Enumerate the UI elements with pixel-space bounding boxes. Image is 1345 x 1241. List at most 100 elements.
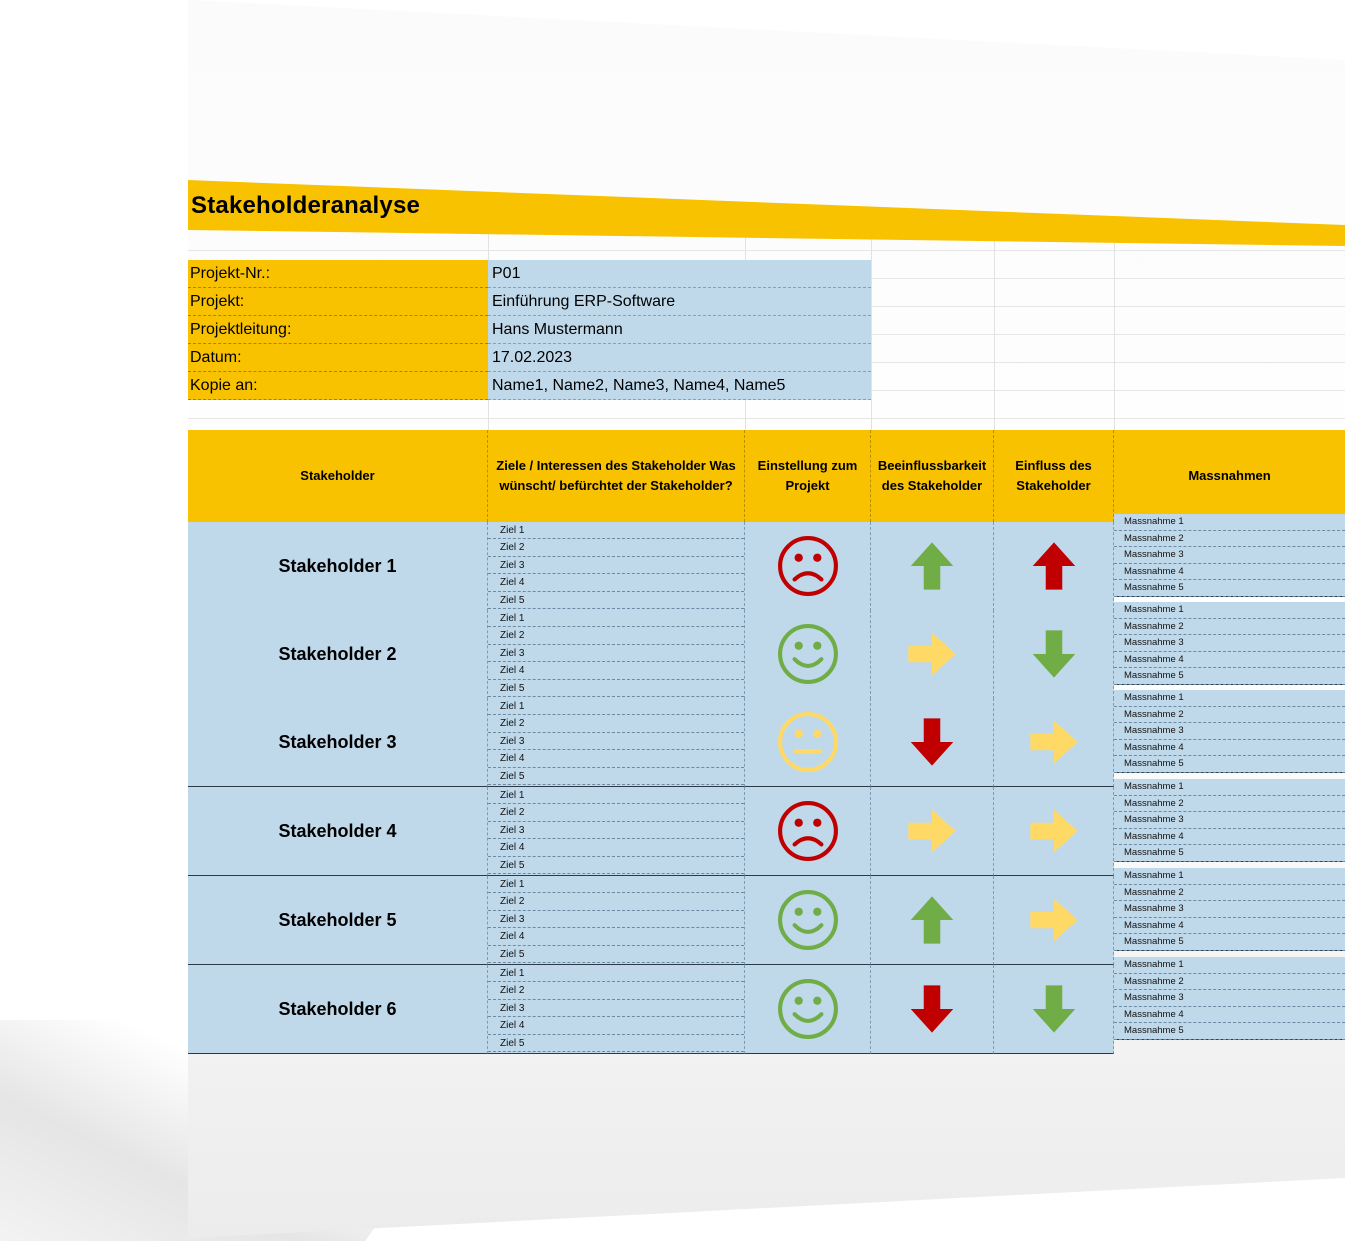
measure-item[interactable]: Massnahme 5 bbox=[1114, 845, 1345, 862]
measure-item[interactable]: Massnahme 3 bbox=[1114, 723, 1345, 740]
stakeholder-name[interactable]: Stakeholder 4 bbox=[188, 787, 488, 876]
goal-item[interactable]: Ziel 1 bbox=[488, 522, 744, 540]
measure-item[interactable]: Massnahme 2 bbox=[1114, 707, 1345, 723]
goals-cell: Ziel 1 Ziel 2 Ziel 3 Ziel 4 Ziel 5 bbox=[488, 965, 745, 1054]
goal-item[interactable]: Ziel 5 bbox=[488, 592, 744, 609]
measure-item[interactable]: Massnahme 1 bbox=[1114, 868, 1345, 885]
stakeholder-name[interactable]: Stakeholder 2 bbox=[188, 610, 488, 699]
goal-item[interactable]: Ziel 1 bbox=[488, 876, 744, 894]
measure-item[interactable]: Massnahme 4 bbox=[1114, 740, 1345, 756]
goal-item[interactable]: Ziel 3 bbox=[488, 1000, 744, 1018]
measures-cell: Massnahme 1 Massnahme 2 Massnahme 3 Massnah… bbox=[1114, 602, 1345, 685]
measure-item[interactable]: Massnahme 5 bbox=[1114, 1023, 1345, 1040]
arrow-up-green-icon bbox=[871, 876, 994, 965]
goal-item[interactable]: Ziel 4 bbox=[488, 1017, 744, 1035]
project-info-value[interactable]: Einführung ERP-Software bbox=[488, 288, 871, 316]
goal-item[interactable]: Ziel 1 bbox=[488, 610, 744, 628]
goal-item[interactable]: Ziel 2 bbox=[488, 627, 744, 645]
arrow-right-yellow-icon bbox=[871, 787, 994, 876]
project-info-label: Kopie an: bbox=[188, 372, 488, 400]
measure-item[interactable]: Massnahme 1 bbox=[1114, 690, 1345, 707]
measure-item[interactable]: Massnahme 4 bbox=[1114, 652, 1345, 668]
goal-item[interactable]: Ziel 3 bbox=[488, 911, 744, 929]
measure-item[interactable]: Massnahme 5 bbox=[1114, 934, 1345, 951]
project-info-row: Datum: 17.02.2023 bbox=[188, 344, 871, 372]
measure-item[interactable]: Massnahme 3 bbox=[1114, 812, 1345, 829]
measure-item[interactable]: Massnahme 5 bbox=[1114, 580, 1345, 597]
goal-item[interactable]: Ziel 5 bbox=[488, 857, 744, 874]
arrow-down-red-icon bbox=[871, 965, 994, 1054]
measures-cell: Massnahme 1 Massnahme 2 Massnahme 3 Massnah… bbox=[1114, 690, 1345, 773]
goal-item[interactable]: Ziel 4 bbox=[488, 928, 744, 946]
measure-item[interactable]: Massnahme 4 bbox=[1114, 918, 1345, 934]
goal-item[interactable]: Ziel 1 bbox=[488, 698, 744, 716]
measure-item[interactable]: Massnahme 3 bbox=[1114, 901, 1345, 918]
measure-item[interactable]: Massnahme 2 bbox=[1114, 796, 1345, 812]
goal-item[interactable]: Ziel 1 bbox=[488, 787, 744, 805]
measure-item[interactable]: Massnahme 2 bbox=[1114, 619, 1345, 635]
stakeholder-name[interactable]: Stakeholder 3 bbox=[188, 698, 488, 787]
measure-item[interactable]: Massnahme 5 bbox=[1114, 668, 1345, 685]
header-influenceability: Beeinflussbarkeit des Stakeholder bbox=[871, 430, 994, 522]
happy-face-icon bbox=[745, 876, 871, 965]
goal-item[interactable]: Ziel 4 bbox=[488, 662, 744, 680]
happy-face-icon bbox=[745, 610, 871, 699]
measure-item[interactable]: Massnahme 1 bbox=[1114, 957, 1345, 974]
goals-cell: Ziel 1 Ziel 2 Ziel 3 Ziel 4 Ziel 5 bbox=[488, 787, 745, 876]
header-goals: Ziele / Interessen des Stakeholder Was w… bbox=[488, 430, 745, 522]
measure-item[interactable]: Massnahme 3 bbox=[1114, 547, 1345, 564]
goal-item[interactable]: Ziel 3 bbox=[488, 557, 744, 575]
measure-item[interactable]: Massnahme 1 bbox=[1114, 514, 1345, 531]
goal-item[interactable]: Ziel 4 bbox=[488, 750, 744, 768]
project-info-value[interactable]: P01 bbox=[488, 260, 871, 288]
measures-cell: Massnahme 1 Massnahme 2 Massnahme 3 Massnah… bbox=[1114, 868, 1345, 951]
measure-item[interactable]: Massnahme 3 bbox=[1114, 990, 1345, 1007]
header-measures: Massnahmen bbox=[1114, 430, 1345, 522]
measure-item[interactable]: Massnahme 4 bbox=[1114, 1007, 1345, 1023]
project-info-value[interactable]: Name1, Name2, Name3, Name4, Name5 bbox=[488, 372, 871, 400]
arrow-right-yellow-icon bbox=[994, 787, 1114, 876]
header-attitude: Einstellung zum Projekt bbox=[745, 430, 871, 522]
goal-item[interactable]: Ziel 3 bbox=[488, 645, 744, 663]
table-row: Stakeholder 1 Ziel 1 Ziel 2 Ziel 3 Ziel 4 Zie… bbox=[188, 514, 1345, 611]
goals-cell: Ziel 1 Ziel 2 Ziel 3 Ziel 4 Ziel 5 bbox=[488, 698, 745, 787]
happy-face-icon bbox=[745, 965, 871, 1054]
sad-face-icon bbox=[745, 522, 871, 611]
project-info-value[interactable]: Hans Mustermann bbox=[488, 316, 871, 344]
goal-item[interactable]: Ziel 2 bbox=[488, 715, 744, 733]
measure-item[interactable]: Massnahme 2 bbox=[1114, 531, 1345, 547]
goals-cell: Ziel 1 Ziel 2 Ziel 3 Ziel 4 Ziel 5 bbox=[488, 522, 745, 611]
page-title: Stakeholderanalyse bbox=[191, 192, 421, 219]
goal-item[interactable]: Ziel 2 bbox=[488, 804, 744, 822]
measure-item[interactable]: Massnahme 2 bbox=[1114, 885, 1345, 901]
stakeholder-name[interactable]: Stakeholder 6 bbox=[188, 965, 488, 1054]
table-row: Stakeholder 5 Ziel 1 Ziel 2 Ziel 3 Ziel 4 Zie… bbox=[188, 868, 1345, 965]
neutral-face-icon bbox=[745, 698, 871, 787]
measure-item[interactable]: Massnahme 1 bbox=[1114, 602, 1345, 619]
goal-item[interactable]: Ziel 5 bbox=[488, 768, 744, 785]
measure-item[interactable]: Massnahme 1 bbox=[1114, 779, 1345, 796]
project-info-row: Projekt: Einführung ERP-Software bbox=[188, 288, 871, 316]
table-row: Stakeholder 4 Ziel 1 Ziel 2 Ziel 3 Ziel 4 Zie… bbox=[188, 779, 1345, 876]
goal-item[interactable]: Ziel 5 bbox=[488, 680, 744, 697]
goal-item[interactable]: Ziel 5 bbox=[488, 946, 744, 963]
goal-item[interactable]: Ziel 2 bbox=[488, 893, 744, 911]
stakeholder-name[interactable]: Stakeholder 5 bbox=[188, 876, 488, 965]
stakeholder-name[interactable]: Stakeholder 1 bbox=[188, 522, 488, 611]
goal-item[interactable]: Ziel 1 bbox=[488, 965, 744, 983]
goal-item[interactable]: Ziel 4 bbox=[488, 574, 744, 592]
goal-item[interactable]: Ziel 4 bbox=[488, 839, 744, 857]
measure-item[interactable]: Massnahme 3 bbox=[1114, 635, 1345, 652]
measure-item[interactable]: Massnahme 2 bbox=[1114, 974, 1345, 990]
measure-item[interactable]: Massnahme 4 bbox=[1114, 829, 1345, 845]
goal-item[interactable]: Ziel 2 bbox=[488, 539, 744, 557]
goal-item[interactable]: Ziel 3 bbox=[488, 733, 744, 751]
arrow-right-yellow-icon bbox=[871, 610, 994, 699]
project-info-value[interactable]: 17.02.2023 bbox=[488, 344, 871, 372]
measure-item[interactable]: Massnahme 4 bbox=[1114, 564, 1345, 580]
goal-item[interactable]: Ziel 2 bbox=[488, 982, 744, 1000]
measure-item[interactable]: Massnahme 5 bbox=[1114, 756, 1345, 773]
goal-item[interactable]: Ziel 3 bbox=[488, 822, 744, 840]
goal-item[interactable]: Ziel 5 bbox=[488, 1035, 744, 1052]
header-influence: Einfluss des Stakeholder bbox=[994, 430, 1114, 522]
